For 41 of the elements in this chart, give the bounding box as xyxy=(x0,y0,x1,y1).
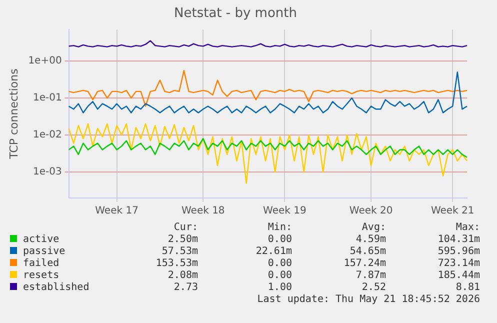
x-tick-label: Week 20 xyxy=(349,206,393,217)
text: 2.08m xyxy=(166,270,198,282)
text: 0.00 xyxy=(266,234,292,246)
legend-label: established xyxy=(23,282,90,293)
text: Max: xyxy=(454,222,480,234)
text: 2.52 xyxy=(360,282,386,294)
x-tick-label: Week 17 xyxy=(95,206,138,217)
text: Min: xyxy=(266,222,292,234)
y-tick-label: 1e-03 xyxy=(32,166,62,178)
legend-label: failed xyxy=(23,258,60,269)
chart-title: Netstat - by month xyxy=(174,6,297,22)
text: 1.00 xyxy=(266,282,292,294)
x-tick-label: Week 19 xyxy=(263,206,306,217)
legend-label: active xyxy=(23,234,60,245)
x-tick-label: Week 18 xyxy=(181,206,225,217)
y-tick-label: 1e-01 xyxy=(32,92,62,104)
text: 8.81 xyxy=(454,282,480,294)
text: 54.65m xyxy=(348,246,386,258)
text: 2.50m xyxy=(166,234,198,246)
text: 153.53m xyxy=(154,258,198,270)
text: 57.53m xyxy=(160,246,198,258)
y-tick-label: 1e+00 xyxy=(28,56,62,67)
text: 104.31m xyxy=(436,234,480,246)
x-tick-label: Week 21 xyxy=(430,206,474,217)
text: 7.87m xyxy=(354,270,386,282)
text: Avg: xyxy=(360,222,386,234)
text: Last update: Thu May 21 18:45:52 2026 xyxy=(256,294,480,306)
text: 185.44m xyxy=(436,270,480,282)
text: 595.96m xyxy=(436,246,480,258)
text: 22.61m xyxy=(254,246,292,258)
text: 2.73 xyxy=(172,282,198,294)
text: 0.00 xyxy=(266,258,292,270)
y-axis-title: TCP connections xyxy=(7,68,20,160)
legend-label: resets xyxy=(23,270,60,281)
text: 723.14m xyxy=(436,258,480,270)
y-tick-label: 1e-02 xyxy=(32,130,62,141)
text: 4.59m xyxy=(354,234,386,246)
text: 0.00 xyxy=(266,270,292,282)
legend-label: passive xyxy=(23,246,66,257)
text: Cur: xyxy=(172,222,198,234)
text: 157.24m xyxy=(342,258,386,270)
